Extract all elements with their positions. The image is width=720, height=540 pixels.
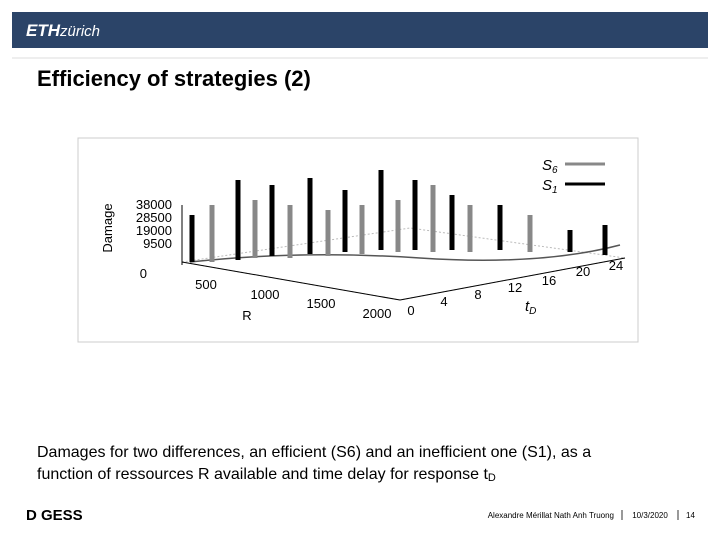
z-tick-label: 28500: [136, 210, 172, 225]
caption: Damages for two differences, an efficien…: [37, 444, 591, 461]
y-label: tD: [525, 298, 536, 317]
footer-date: 10/3/2020: [632, 511, 668, 520]
z-tick-label: 38000: [136, 197, 172, 212]
footer-logo: D GESS: [26, 507, 83, 524]
y-tick-label: 12: [508, 280, 522, 295]
y-axis: [399, 257, 626, 301]
x-tick-label: 500: [195, 277, 217, 292]
y-tick-label: 4: [440, 294, 447, 309]
legend-label: S1: [542, 177, 558, 196]
caption: function of ressources R available and t…: [37, 466, 496, 484]
figure-frame: [77, 137, 639, 343]
y-tick-label: 16: [542, 273, 556, 288]
title: Efficiency of strategies (2): [37, 66, 311, 91]
x-tick-label: 2000: [363, 306, 392, 321]
footer-author: Alexandre Mérillat Nath Anh Truong: [488, 511, 614, 520]
x-tick-label: 1000: [251, 287, 280, 302]
y-tick-label: 0: [407, 303, 414, 318]
floor: [181, 227, 626, 301]
y-tick-label: 24: [609, 258, 623, 273]
logo: ETH: [26, 21, 61, 40]
logo-suffix: zürich: [59, 23, 100, 40]
header-bar: [12, 12, 708, 48]
x-label: R: [242, 308, 251, 323]
y-tick-label: 8: [474, 287, 481, 302]
z-label: Damage: [100, 203, 115, 252]
z-tick-label: 0: [140, 266, 147, 281]
legend-label: S6: [542, 157, 558, 176]
z-tick-label: 9500: [143, 236, 172, 251]
x-axis: [181, 261, 401, 301]
y-tick-label: 20: [576, 264, 590, 279]
footer-page: 14: [686, 511, 695, 520]
bars: [189, 170, 608, 262]
z-tick-label: 19000: [136, 223, 172, 238]
x-tick-label: 1500: [307, 296, 336, 311]
